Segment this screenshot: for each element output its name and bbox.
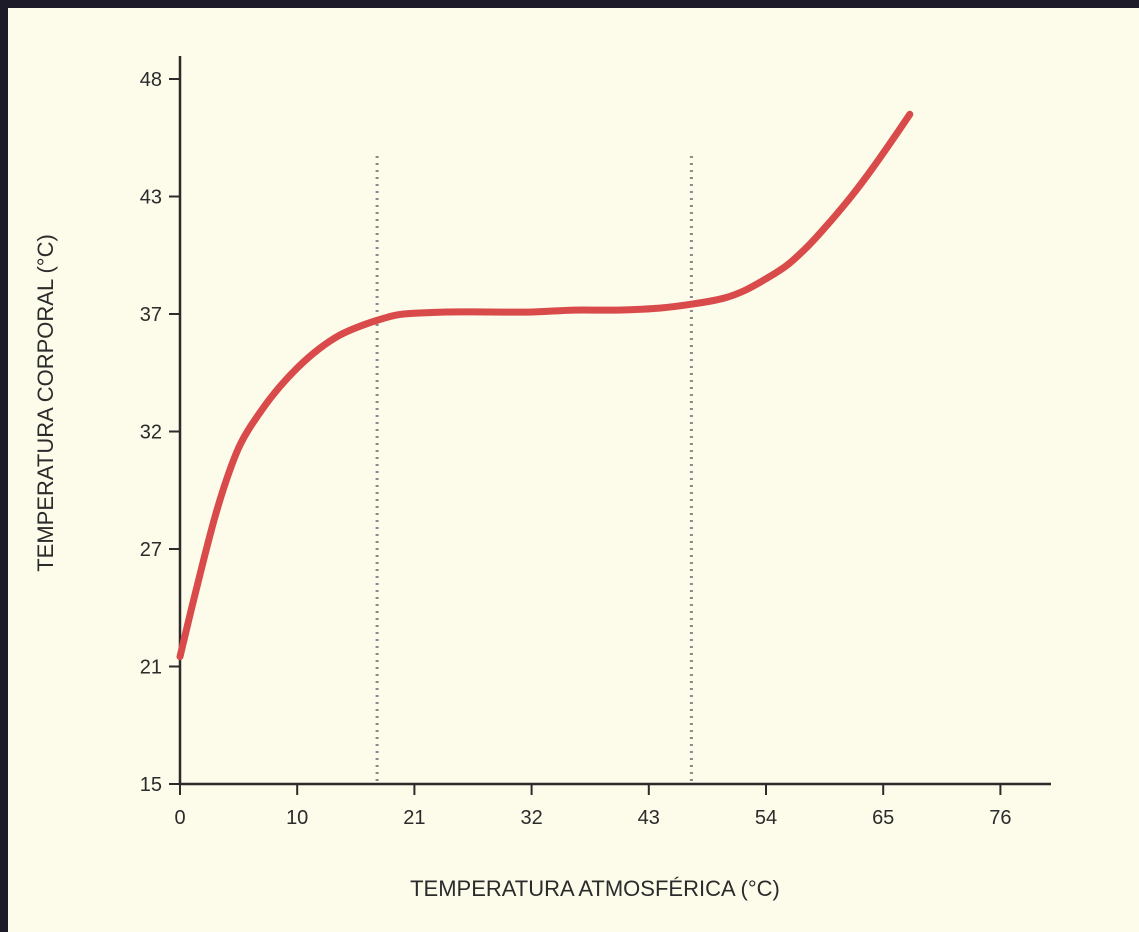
- x-tick-label: 65: [872, 807, 894, 829]
- y-tick-label: 48: [140, 69, 162, 91]
- y-tick-label: 32: [140, 422, 162, 444]
- x-axis-ticks: 0 10 21 32 43 54 65 76: [174, 784, 1012, 829]
- x-tick-label: 43: [638, 807, 660, 829]
- series-line: [176, 110, 914, 661]
- chart-panel: 0 10 21 32 43 54 65 76 15 21 27 32 37 43 48 TEMPERATU…: [8, 8, 1139, 932]
- y-tick-label: 21: [140, 657, 162, 679]
- x-tick-label: 0: [174, 807, 185, 829]
- x-tick-label: 76: [989, 807, 1011, 829]
- y-tick-label: 37: [140, 304, 162, 326]
- x-tick-label: 21: [403, 807, 425, 829]
- x-tick-label: 10: [286, 807, 308, 829]
- x-tick-label: 32: [520, 807, 542, 829]
- y-tick-label: 27: [140, 539, 162, 561]
- reference-lines: [375, 156, 693, 782]
- y-axis-title: TEMPERATURA CORPORAL (°C): [33, 234, 58, 572]
- x-axis-title: TEMPERATURA ATMOSFÉRICA (°C): [410, 876, 780, 901]
- chart: 0 10 21 32 43 54 65 76 15 21 27 32 37 43 48 TEMPERATU…: [33, 56, 1051, 901]
- y-tick-label: 43: [140, 187, 162, 209]
- x-tick-label: 54: [755, 807, 777, 829]
- y-tick-label: 15: [140, 774, 162, 796]
- y-axis-ticks: 15 21 27 32 37 43 48: [140, 69, 180, 796]
